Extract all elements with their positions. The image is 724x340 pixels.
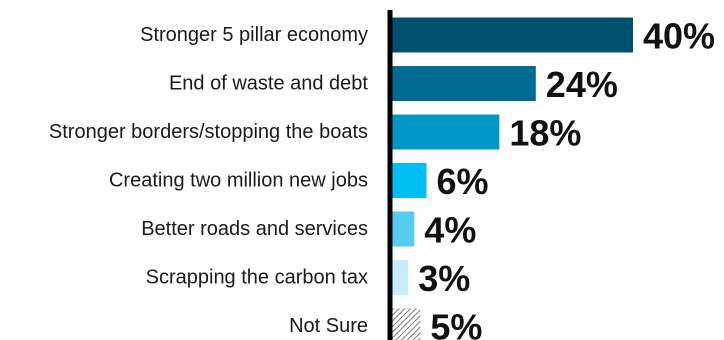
category-label-end-of-waste-and-debt: End of waste and debt — [169, 73, 368, 95]
value-label-scrapping-the-carbon-tax: 3% — [418, 258, 470, 299]
category-labels: Stronger 5 pillar economy End of waste an… — [49, 24, 369, 337]
value-label-end-of-waste-and-debt: 24% — [546, 64, 618, 105]
value-label-stronger-borders-stopping-the-boats: 18% — [509, 113, 581, 154]
category-label-not-sure: Not Sure — [289, 315, 368, 337]
bar-not-sure — [390, 308, 421, 340]
bar-end-of-waste-and-debt — [390, 66, 536, 101]
value-label-better-roads-and-services: 4% — [424, 210, 476, 251]
bar-stronger-borders-stopping-the-boats — [390, 114, 500, 150]
value-label-stronger-5-pillar-economy: 40% — [643, 16, 715, 57]
bar-better-roads-and-services — [390, 211, 415, 247]
category-label-creating-two-million-new-jobs: Creating two million new jobs — [109, 170, 368, 192]
bar-stronger-5-pillar-economy — [390, 17, 633, 53]
value-label-not-sure: 5% — [430, 307, 482, 340]
category-label-better-roads-and-services: Better roads and services — [141, 218, 368, 240]
value-label-creating-two-million-new-jobs: 6% — [436, 161, 488, 202]
bars-layer — [390, 17, 633, 340]
category-label-scrapping-the-carbon-tax: Scrapping the carbon tax — [146, 267, 368, 289]
value-labels: 40% 24% 18% 6% 4% 3% 5% — [418, 16, 715, 340]
bar-scrapping-the-carbon-tax — [390, 260, 409, 295]
category-label-stronger-borders-stopping-the-boats: Stronger borders/stopping the boats — [49, 121, 368, 143]
bar-creating-two-million-new-jobs — [390, 163, 427, 198]
category-label-stronger-5-pillar-economy: Stronger 5 pillar economy — [140, 24, 368, 46]
